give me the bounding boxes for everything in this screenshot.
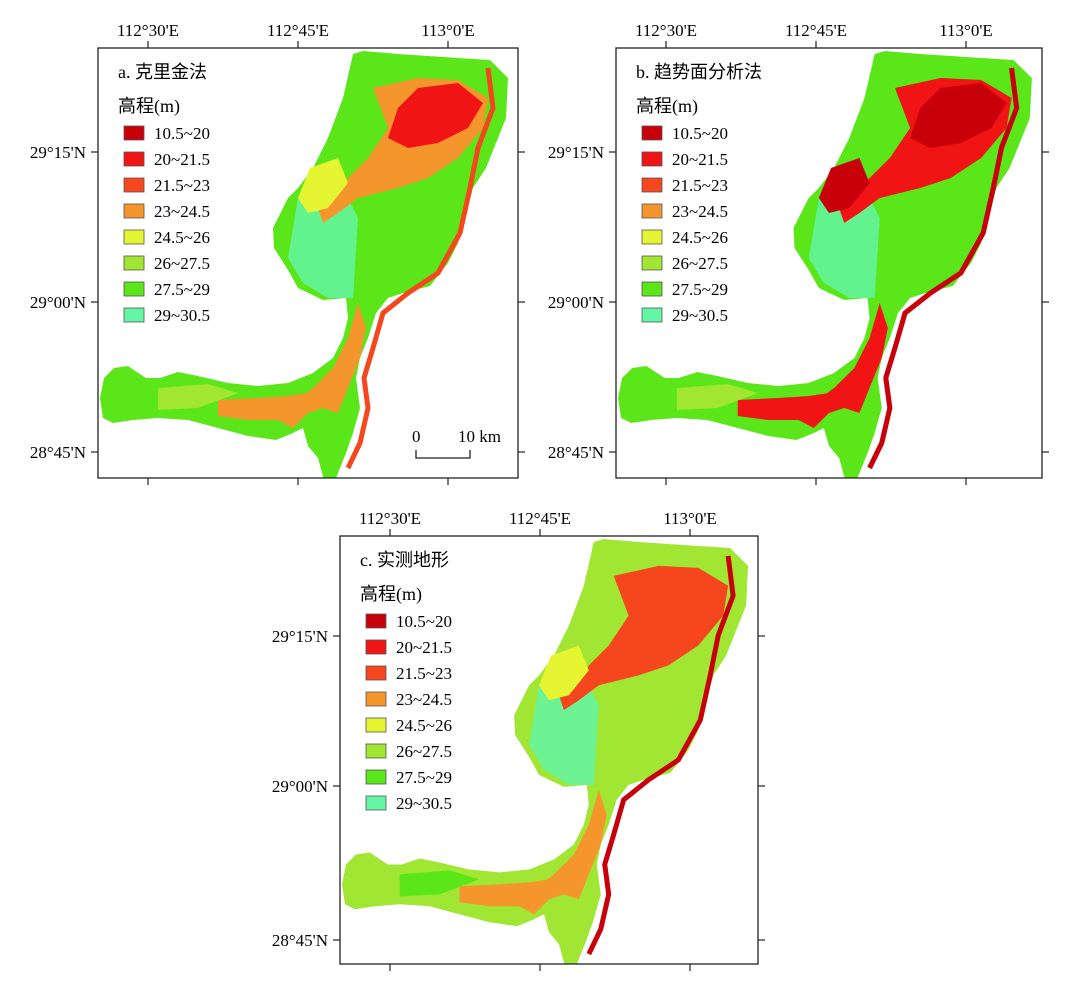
lon-label: 113°0'E [939,21,993,40]
legend-swatch [365,665,387,681]
legend-swatch [365,717,387,733]
legend-c: 高程(m) 10.5~20 20~21.5 21.5~23 23~24.5 24.5~26… [360,584,452,813]
panel-title-c: c. 实测地形 [360,550,449,570]
lat-label: 29°15'N [272,627,328,646]
legend-swatch [123,203,145,219]
legend-label: 24.5~26 [154,228,210,247]
legend-swatch [123,255,145,271]
legend-swatch [365,743,387,759]
lon-label: 112°30'E [359,509,421,528]
legend-title: 高程(m) [360,584,422,605]
lon-label: 112°30'E [635,21,697,40]
lon-label: 112°45'E [509,509,571,528]
legend-label: 20~21.5 [396,638,452,657]
legend-label: 29~30.5 [154,306,210,325]
legend-swatch [365,639,387,655]
legend-swatch [123,229,145,245]
scale-bar-start: 0 [412,427,421,446]
lat-label: 29°00'N [30,293,86,312]
legend-label: 10.5~20 [672,124,728,143]
legend-label: 29~30.5 [672,306,728,325]
lon-label: 112°45'E [267,21,329,40]
lon-label: 112°30'E [117,21,179,40]
elevation-raster-c [341,538,749,964]
legend-swatch [365,613,387,629]
lat-label: 28°45'N [272,931,328,950]
elevation-raster-a [100,51,508,478]
legend-a: 高程(m) 10.5~20 20~21.5 21.5~23 23~24.5 24.5~26… [118,96,210,325]
legend-swatch [123,177,145,193]
legend-label: 21.5~23 [672,176,728,195]
legend-swatch [641,125,663,141]
legend-swatch [641,229,663,245]
map-frame-c [339,535,759,965]
lat-label: 29°00'N [548,293,604,312]
lon-label: 113°0'E [663,509,717,528]
lon-label: 113°0'E [421,21,475,40]
legend-label: 26~27.5 [396,742,452,761]
legend-label: 23~24.5 [672,202,728,221]
legend-label: 20~21.5 [154,150,210,169]
legend-swatch [123,151,145,167]
legend-swatch [365,769,387,785]
legend-label: 24.5~26 [396,716,452,735]
legend-swatch [641,255,663,271]
legend-swatch [641,281,663,297]
lat-label: 29°15'N [548,143,604,162]
legend-label: 29~30.5 [396,794,452,813]
legend-b: 高程(m) 10.5~20 20~21.5 21.5~23 23~24.5 24.5~26… [636,96,728,325]
map-panel-c: 112°30'E 112°45'E 113°0'E 29°15'N 29°00'N 28°… [272,509,765,971]
legend-label: 26~27.5 [672,254,728,273]
legend-title: 高程(m) [118,96,180,117]
lat-label: 29°15'N [30,143,86,162]
lat-label: 29°00'N [272,777,328,796]
panel-title-a: a. 克里金法 [118,62,207,82]
legend-label: 20~21.5 [672,150,728,169]
legend-label: 24.5~26 [672,228,728,247]
legend-swatch [641,151,663,167]
legend-swatch [123,307,145,323]
legend-swatch [365,795,387,811]
lon-label: 112°45'E [785,21,847,40]
legend-label: 23~24.5 [396,690,452,709]
legend-label: 21.5~23 [154,176,210,195]
legend-swatch [641,307,663,323]
legend-label: 23~24.5 [154,202,210,221]
legend-label: 27.5~29 [396,768,452,787]
legend-swatch [123,281,145,297]
legend-label: 21.5~23 [396,664,452,683]
legend-label: 10.5~20 [154,124,210,143]
legend-swatch [123,125,145,141]
legend-title: 高程(m) [636,96,698,117]
legend-label: 26~27.5 [154,254,210,273]
legend-label: 27.5~29 [672,280,728,299]
elevation-raster-b [618,51,1032,478]
lat-label: 28°45'N [30,443,86,462]
panel-title-b: b. 趋势面分析法 [636,62,762,82]
legend-swatch [641,203,663,219]
scale-bar-line [415,450,471,459]
legend-swatch [365,691,387,707]
legend-label: 10.5~20 [396,612,452,631]
map-panel-b: 112°30'E 112°45'E 113°0'E 29°15'N 29°00'N 28°… [548,21,1049,485]
map-frame-b [615,47,1043,479]
scale-bar: 0 10 km [412,427,501,459]
scale-bar-end: 10 km [458,427,501,446]
legend-label: 27.5~29 [154,280,210,299]
legend-swatch [641,177,663,193]
lat-label: 28°45'N [548,443,604,462]
map-panel-a: 112°30'E 112°45'E 113°0'E 29°15'N 29°00'N 28°… [30,21,525,485]
map-frame-a [97,47,519,479]
